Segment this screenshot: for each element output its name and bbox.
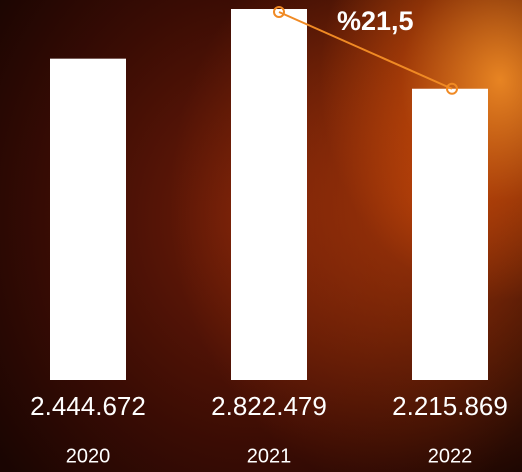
value-label: 2.822.479 [211, 391, 327, 421]
annotation-marker [273, 6, 285, 18]
bar [412, 88, 488, 380]
x-tick-label: 2022 [428, 445, 473, 467]
annotation-marker [446, 82, 458, 95]
x-tick-label: 2021 [247, 445, 292, 467]
value-label: 2.444.672 [30, 391, 146, 421]
value-label: 2.215.869 [392, 391, 508, 421]
annotation-text: %21,5 [337, 6, 414, 36]
annotation-line [278, 11, 453, 90]
x-tick-label: 2020 [66, 445, 111, 467]
bar [50, 58, 126, 381]
bar [231, 9, 307, 380]
